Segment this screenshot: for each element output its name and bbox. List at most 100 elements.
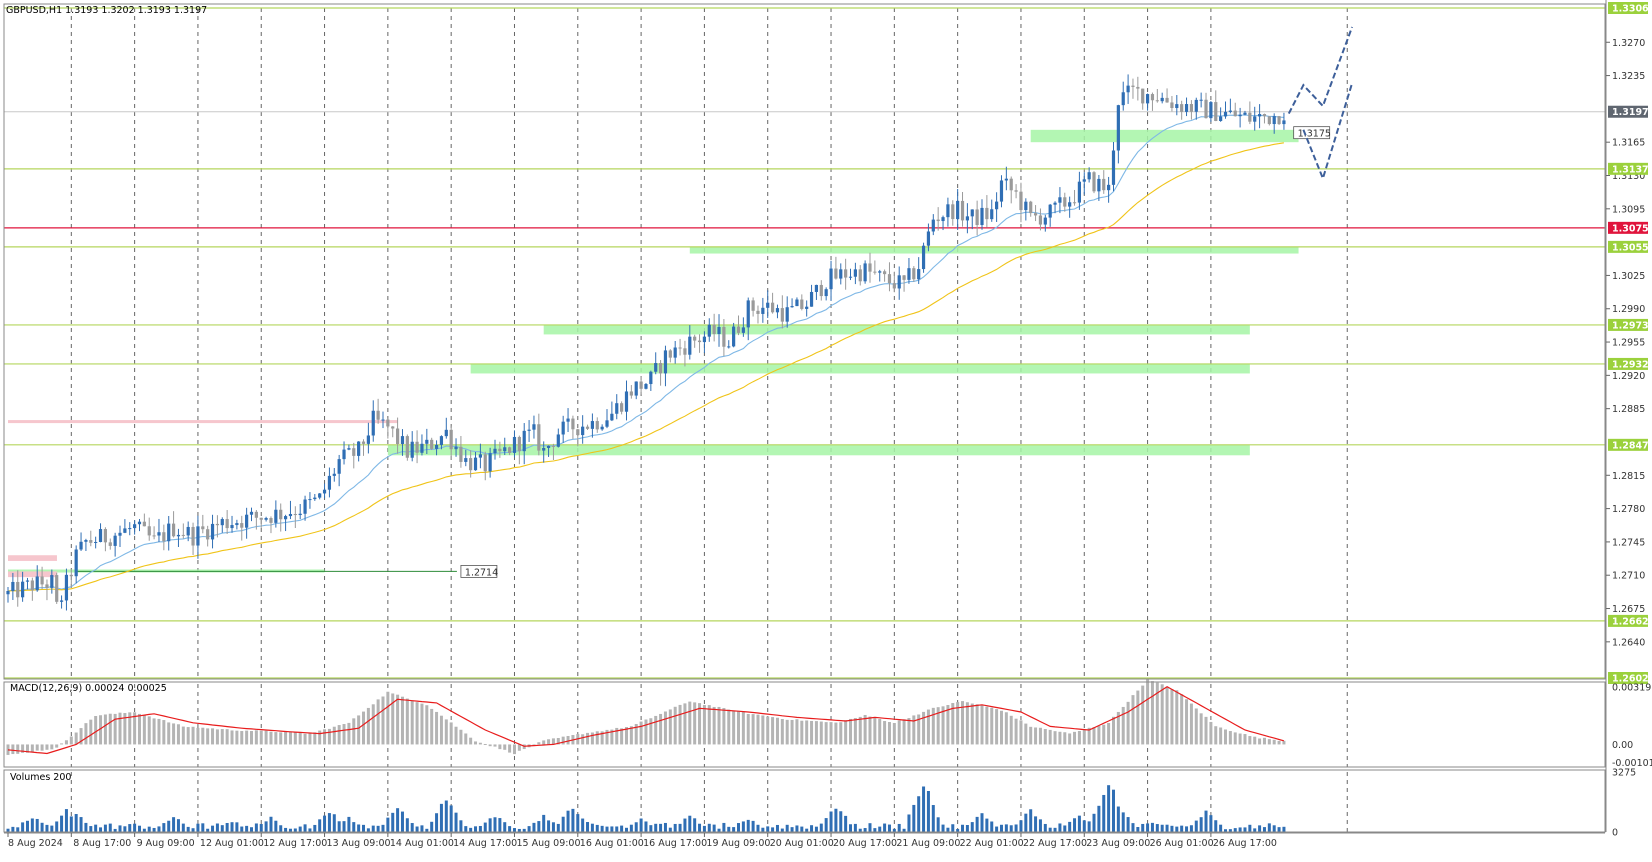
macd-histogram-bar <box>590 732 594 745</box>
macd-histogram-bar <box>152 718 156 745</box>
candle-body <box>59 600 64 602</box>
price-level-tag-label: 1.2662 <box>1612 616 1649 627</box>
volume-bar <box>279 825 283 832</box>
macd-histogram-bar <box>1262 737 1266 745</box>
volume-bar <box>391 812 395 832</box>
macd-histogram-bar <box>181 726 185 745</box>
candle-body <box>133 524 137 529</box>
macd-histogram-bar <box>274 732 278 745</box>
macd-histogram-bar <box>128 712 132 745</box>
macd-histogram-bar <box>556 738 560 745</box>
volume-bar <box>357 824 361 832</box>
macd-histogram-bar <box>1136 690 1140 745</box>
candle-body <box>259 517 263 520</box>
macd-histogram-bar <box>21 744 25 753</box>
y-tick-label: 1.3165 <box>1612 138 1645 149</box>
candle-body <box>381 419 385 421</box>
macd-histogram-bar <box>147 716 151 745</box>
candle-body <box>683 348 687 355</box>
price-annotation-label: 1.2714 <box>465 567 498 578</box>
chart-title: GBPUSD,H1 1.3193 1.3202 1.3193 1.3197 <box>6 5 207 16</box>
volume-bar <box>478 825 482 832</box>
macd-histogram-bar <box>902 719 906 745</box>
macd-histogram-bar <box>186 727 190 745</box>
candle-body <box>605 420 609 427</box>
volume-bar <box>337 821 341 832</box>
macd-histogram-bar <box>342 724 346 745</box>
macd-histogram-bar <box>849 718 853 745</box>
candle-body <box>361 441 366 444</box>
volume-bar <box>1180 825 1184 832</box>
candle-body <box>279 509 283 520</box>
candle-body <box>201 526 205 530</box>
macd-histogram-bar <box>84 723 88 745</box>
macd-histogram-bar <box>1248 736 1252 745</box>
volume-bar <box>1034 816 1038 832</box>
volume-bar <box>1087 821 1091 832</box>
volume-bar <box>1224 829 1227 832</box>
candle-body <box>624 391 629 412</box>
macd-histogram-bar <box>313 732 317 745</box>
candle-body <box>902 275 906 280</box>
candle-body <box>1097 178 1101 192</box>
candle-body <box>551 445 556 447</box>
candle-body <box>1068 202 1072 207</box>
candle-body <box>620 403 624 412</box>
macd-histogram-bar <box>337 725 341 745</box>
candle-body <box>1048 204 1052 218</box>
macd-histogram-bar <box>50 744 54 750</box>
candle-body <box>1233 110 1237 117</box>
volume-bar <box>50 825 54 832</box>
volume-bar <box>1214 820 1218 832</box>
volume-bar <box>21 822 25 832</box>
volume-bar <box>113 828 117 832</box>
volume-bar <box>698 823 702 832</box>
volume-bar <box>839 811 843 832</box>
price-level-tag-label: 1.2932 <box>1612 359 1649 370</box>
candle-body <box>210 523 215 540</box>
y-tick-label: 1.3025 <box>1612 271 1645 282</box>
candle-body <box>1043 217 1047 225</box>
macd-histogram-bar <box>1170 689 1174 745</box>
macd-histogram-bar <box>430 708 434 745</box>
panel-frame <box>3 3 1606 680</box>
volume-bar <box>469 827 473 832</box>
macd-histogram-bar <box>1258 738 1262 745</box>
macd-histogram-bar <box>1141 685 1145 745</box>
macd-histogram-bar <box>483 743 487 745</box>
candle-body <box>103 529 107 543</box>
price-level-tag <box>1608 357 1648 370</box>
volume-bar <box>790 827 794 832</box>
macd-histogram-bar <box>537 742 541 745</box>
volume-bar <box>712 824 716 832</box>
candle-body <box>1150 94 1155 101</box>
price-level-tag <box>1608 221 1648 234</box>
macd-histogram-bar <box>201 727 205 745</box>
macd-histogram-bar <box>610 729 614 745</box>
candle-body <box>1077 181 1081 203</box>
candle-body <box>337 459 341 474</box>
volume-bar <box>702 825 706 832</box>
price-level-tag <box>1608 438 1648 451</box>
macd-histogram-bar <box>717 706 721 745</box>
macd-histogram-bar <box>561 736 565 745</box>
macd-histogram-bar <box>751 714 755 745</box>
volume-bar <box>644 821 648 832</box>
macd-histogram-bar <box>615 727 619 745</box>
macd-histogram-bar <box>722 708 726 745</box>
macd-histogram-bar <box>931 707 935 745</box>
volume-bar <box>824 818 828 832</box>
candle-body <box>464 458 468 462</box>
macd-histogram-bar <box>279 732 283 745</box>
y-tick-label: 1.2815 <box>1612 471 1645 482</box>
candle-body <box>761 307 765 314</box>
volume-bar <box>649 825 653 832</box>
macd-histogram-bar <box>288 731 292 745</box>
y-tick-label: 1.3130 <box>1612 171 1645 182</box>
macd-histogram-bar <box>737 711 740 745</box>
candle-body <box>1029 201 1033 214</box>
macd-histogram-bar <box>172 723 176 745</box>
volume-bar <box>1262 827 1266 832</box>
y-tick-label: 1.2640 <box>1612 637 1645 648</box>
